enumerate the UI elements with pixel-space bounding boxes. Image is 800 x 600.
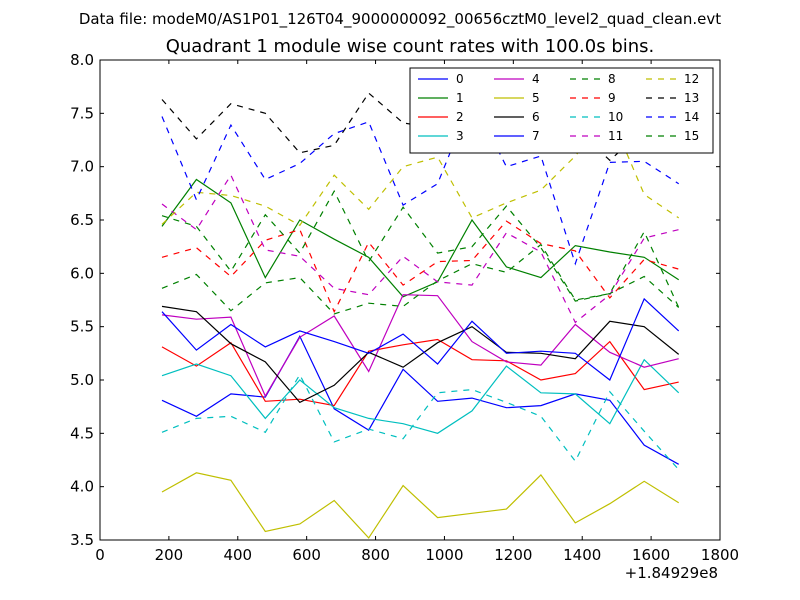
y-tick-label: 7.5 [70, 104, 94, 122]
x-tick-label: 1400 [563, 546, 601, 564]
x-offset-label: +1.84929e8 [625, 564, 718, 582]
legend-label-9: 9 [608, 91, 616, 105]
legend-label-2: 2 [456, 110, 464, 124]
y-tick-label: 5.0 [70, 371, 94, 389]
legend-box [409, 67, 714, 154]
axis-ticks: 0 200 400 600 800 1000 1200 1400 1600 1800 3.5 4.0 4… [70, 51, 739, 564]
legend-label-5: 5 [532, 91, 540, 105]
y-tick-label: 8.0 [70, 51, 94, 69]
legend-label-11: 11 [608, 129, 623, 143]
series-line-4 [161, 294, 679, 398]
legend-label-1: 1 [456, 91, 464, 105]
x-tick-label: 1000 [425, 546, 463, 564]
series-line-0 [161, 335, 679, 465]
plot-frame [99, 59, 721, 541]
legend-label-0: 0 [456, 72, 464, 86]
legend-label-3: 3 [456, 129, 464, 143]
series-line-11 [161, 173, 679, 324]
series-line-6 [161, 305, 680, 404]
legend-label-10: 10 [608, 110, 623, 124]
y-tick-label: 3.5 [70, 531, 94, 549]
series-line-7 [161, 297, 680, 381]
legend-label-13: 13 [684, 91, 699, 105]
series-line-10 [161, 373, 680, 471]
legend-label-15: 15 [684, 129, 699, 143]
series-line-9 [161, 220, 679, 314]
x-tick-label: 0 [95, 546, 105, 564]
y-tick-label: 4.5 [70, 424, 94, 442]
figure-suptitle: Data file: modeM0/AS1P01_126T04_90000000… [79, 10, 721, 29]
legend-label-8: 8 [608, 72, 616, 86]
series-line-8 [161, 230, 680, 315]
x-tick-label: 400 [223, 546, 252, 564]
legend-label-6: 6 [532, 110, 540, 124]
y-tick-label: 5.5 [70, 318, 94, 336]
x-tick-label: 1800 [701, 546, 739, 564]
y-tick-label: 4.0 [70, 478, 94, 496]
y-tick-label: 7.0 [70, 158, 94, 176]
x-tick-label: 1600 [632, 546, 670, 564]
series-line-1 [161, 178, 680, 298]
legend-label-14: 14 [684, 110, 699, 124]
series-line-2 [161, 338, 679, 407]
x-tick-label: 600 [292, 546, 321, 564]
legend-label-7: 7 [532, 129, 540, 143]
x-tick-label: 1200 [494, 546, 532, 564]
y-tick-label: 6.0 [70, 264, 94, 282]
x-tick-label: 800 [361, 546, 390, 564]
series-line-3 [161, 358, 680, 434]
legend-label-12: 12 [684, 72, 699, 86]
x-tick-label: 200 [155, 546, 184, 564]
y-tick-label: 6.5 [70, 211, 94, 229]
legend-label-4: 4 [532, 72, 540, 86]
series-line-15 [161, 189, 680, 308]
series-line-5 [161, 472, 680, 539]
series-line-14 [161, 96, 680, 266]
chart-title: Quadrant 1 module wise count rates with … [166, 36, 655, 57]
